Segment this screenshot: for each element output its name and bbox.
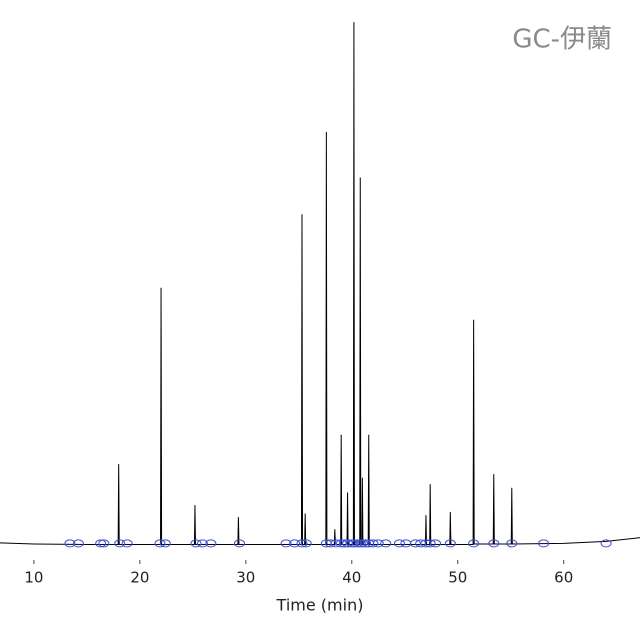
peak-marker (488, 539, 500, 548)
peak-marker (380, 539, 392, 548)
x-tick-label: 20 (130, 569, 149, 587)
peak-marker (159, 539, 171, 548)
peak-marker (296, 539, 308, 548)
x-tick-label: 60 (554, 569, 573, 587)
peak-marker (154, 539, 166, 548)
x-tick-label: 10 (24, 569, 43, 587)
peak-marker (360, 539, 372, 548)
peak-marker (409, 539, 421, 548)
peak-marker (325, 539, 337, 548)
peak-marker (356, 539, 368, 548)
peak-marker (72, 539, 84, 548)
x-axis-label: Time (min) (276, 596, 364, 615)
x-tick-label: 50 (448, 569, 467, 587)
peak-marker (429, 539, 441, 548)
chart-title: GC-伊蘭 (512, 25, 612, 55)
peak-marker (330, 539, 342, 548)
peak-marker (64, 539, 76, 548)
peak-marker (300, 539, 312, 548)
peak-marker (98, 539, 110, 548)
peak-marker (393, 539, 405, 548)
peak-marker (280, 539, 292, 548)
peak-marker (424, 539, 436, 548)
peak-marker (351, 539, 363, 548)
peak-marker (289, 539, 301, 548)
peak-marker (444, 539, 456, 548)
peak-marker (506, 539, 518, 548)
peak-marker (372, 539, 384, 548)
peak-marker (190, 539, 202, 548)
peak-marker (600, 539, 612, 548)
peak-marker (335, 539, 347, 548)
peak-marker (367, 539, 379, 548)
peak-marker (95, 539, 107, 548)
peak-marker (348, 539, 360, 548)
peak-marker (121, 539, 133, 548)
peak-marker (233, 539, 245, 548)
chromatogram-line (0, 22, 640, 545)
peak-marker (114, 539, 126, 548)
peak-marker (468, 539, 480, 548)
peak-marker (196, 539, 208, 548)
x-tick-label: 30 (236, 569, 255, 587)
x-tick-label: 40 (342, 569, 361, 587)
peak-marker (205, 539, 217, 548)
peak-marker (538, 539, 550, 548)
peak-marker (400, 539, 412, 548)
